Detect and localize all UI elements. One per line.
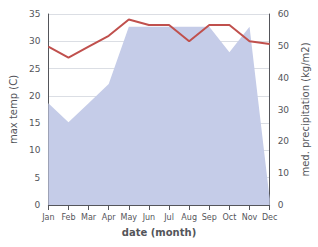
svg-text:Mar: Mar: [81, 213, 97, 222]
svg-text:Sep: Sep: [202, 213, 217, 222]
svg-text:30: 30: [29, 36, 41, 46]
svg-text:May: May: [121, 213, 138, 222]
svg-text:Nov: Nov: [242, 213, 258, 222]
svg-text:Jul: Jul: [163, 213, 174, 222]
svg-text:0: 0: [35, 200, 41, 210]
svg-text:Apr: Apr: [102, 213, 117, 222]
svg-text:Jun: Jun: [142, 213, 156, 222]
svg-text:Jan: Jan: [41, 213, 54, 222]
svg-text:35: 35: [29, 9, 40, 19]
svg-text:Dec: Dec: [262, 213, 277, 222]
svg-text:5: 5: [35, 173, 41, 183]
svg-text:Aug: Aug: [181, 213, 197, 222]
svg-text:date (month): date (month): [122, 227, 196, 238]
svg-text:30: 30: [278, 105, 290, 115]
svg-text:60: 60: [278, 9, 290, 19]
svg-text:50: 50: [278, 41, 290, 51]
svg-text:Feb: Feb: [61, 213, 75, 222]
svg-text:20: 20: [278, 136, 290, 146]
svg-text:20: 20: [29, 91, 41, 101]
svg-text:med. precipitation (kg/m2): med. precipitation (kg/m2): [300, 42, 311, 176]
svg-text:0: 0: [278, 200, 284, 210]
svg-text:15: 15: [29, 118, 40, 128]
svg-text:max temp (C): max temp (C): [8, 75, 19, 144]
svg-text:10: 10: [278, 168, 290, 178]
svg-text:25: 25: [29, 64, 40, 74]
svg-text:Oct: Oct: [222, 213, 236, 222]
svg-text:10: 10: [29, 145, 41, 155]
svg-text:40: 40: [278, 73, 290, 83]
